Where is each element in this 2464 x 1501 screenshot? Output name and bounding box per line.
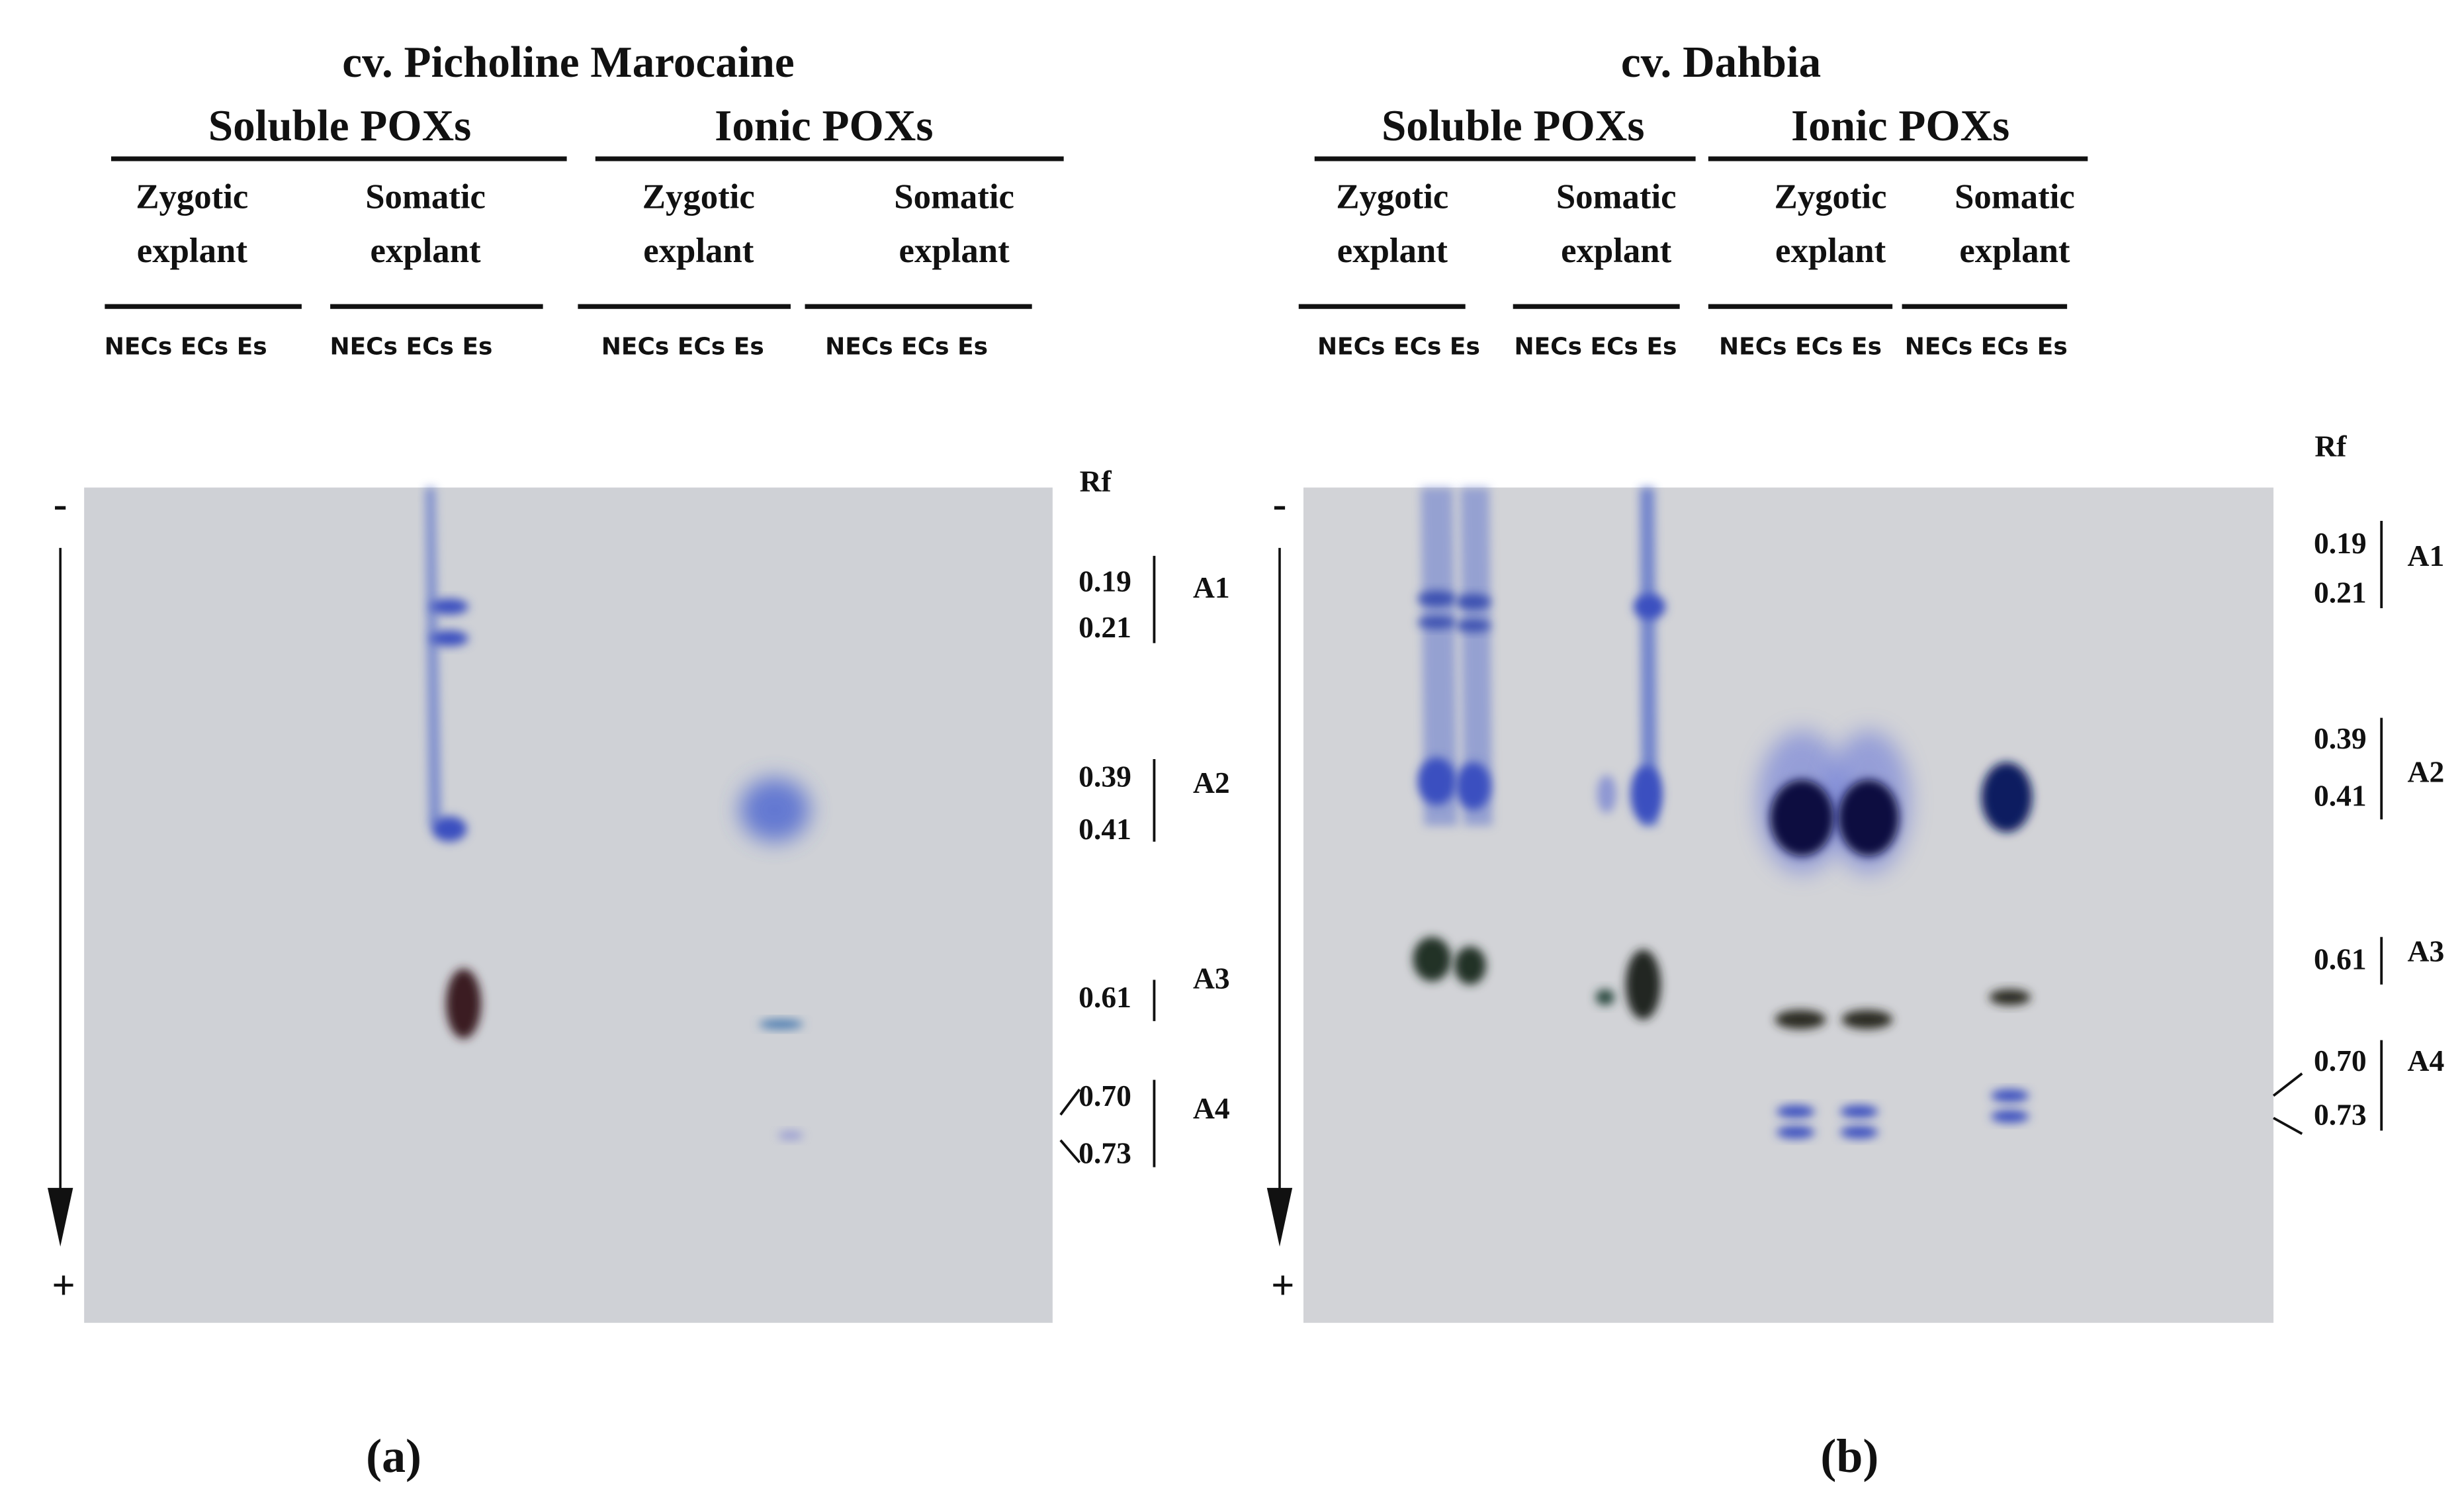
pointer [2273, 1116, 2303, 1135]
band-label: A4 [1193, 1091, 1230, 1125]
pointer [1059, 1139, 1081, 1163]
rf-value: 0.70 [2314, 1044, 2367, 1077]
subgroup-label: Zygotic [136, 177, 248, 216]
rf-header: Rf [2314, 430, 2347, 463]
gel-image [84, 487, 1053, 1323]
panel-title: cv. Dahbia [1621, 37, 1821, 87]
rf-value: 0.21 [1078, 610, 1131, 644]
lane-labels: NECs ECs Es [1719, 333, 1882, 360]
rf-value: 0.61 [2314, 942, 2367, 976]
band-label: A3 [1193, 961, 1230, 995]
group-title: Soluble POXs [208, 101, 472, 150]
panel-title: cv. Picholine Marocaine [342, 37, 794, 87]
lane-labels: NECs ECs Es [601, 333, 764, 360]
arrow-head [1266, 1187, 1293, 1247]
rf-header: Rf [1080, 464, 1112, 498]
rf-value: 0.39 [2314, 721, 2367, 755]
band-label: A3 [2408, 934, 2445, 968]
subgroup-label: explant [899, 232, 1010, 270]
plus-sign: + [1271, 1263, 1295, 1308]
rf-value: 0.21 [2314, 575, 2367, 609]
subgroup-label: Somatic [1556, 177, 1677, 216]
rf-value: 0.73 [2314, 1098, 2367, 1132]
rf-value: 0.19 [2314, 526, 2367, 560]
pointer [2272, 1072, 2303, 1097]
subgroup-label: explant [1775, 232, 1886, 270]
lane-labels: NECs ECs Es [330, 333, 492, 360]
panel-label: (b) [1820, 1430, 1878, 1482]
lane-labels: NECs ECs Es [1317, 333, 1480, 360]
pointer [1059, 1088, 1081, 1116]
rf-value: 0.39 [1078, 760, 1131, 794]
rf-value: 0.70 [1078, 1079, 1131, 1113]
group-title: Ionic POXs [715, 101, 933, 150]
subgroup-label: Somatic [1955, 177, 2075, 216]
panel-label: (a) [366, 1430, 421, 1482]
minus-sign: - [54, 481, 67, 527]
rf-value: 0.41 [1078, 812, 1131, 846]
group-title: Soluble POXs [1382, 101, 1645, 150]
rf-value: 0.19 [1078, 564, 1131, 598]
subgroup-label: explant [371, 232, 482, 270]
subgroup-label: Zygotic [642, 177, 755, 216]
subgroup-label: explant [137, 232, 248, 270]
band-label: A4 [2408, 1044, 2445, 1077]
arrow-head [47, 1187, 73, 1247]
lane-labels: NECs ECs Es [825, 333, 988, 360]
subgroup-label: Zygotic [1336, 177, 1448, 216]
subgroup-label: explant [643, 232, 754, 270]
subgroup-label: Zygotic [1775, 177, 1887, 216]
subgroup-label: Somatic [894, 177, 1014, 216]
gel-image [1303, 487, 2274, 1323]
minus-sign: - [1273, 481, 1287, 527]
group-title: Ionic POXs [1791, 101, 2009, 150]
subgroup-label: explant [1337, 232, 1448, 270]
band-label: A2 [1193, 766, 1230, 799]
lane-labels: NECs ECs Es [105, 333, 267, 360]
rf-value: 0.41 [2314, 778, 2367, 812]
rf-value: 0.73 [1078, 1136, 1131, 1169]
lane-labels: NECs ECs Es [1905, 333, 2068, 360]
rf-value: 0.61 [1078, 980, 1131, 1014]
band-label: A2 [2408, 754, 2445, 788]
band-label: A1 [1193, 570, 1230, 604]
subgroup-label: explant [1561, 232, 1672, 270]
lane-labels: NECs ECs Es [1514, 333, 1677, 360]
subgroup-label: Somatic [365, 177, 486, 216]
plus-sign: + [52, 1263, 75, 1308]
subgroup-label: explant [1959, 232, 2070, 270]
band-label: A1 [2408, 539, 2445, 572]
